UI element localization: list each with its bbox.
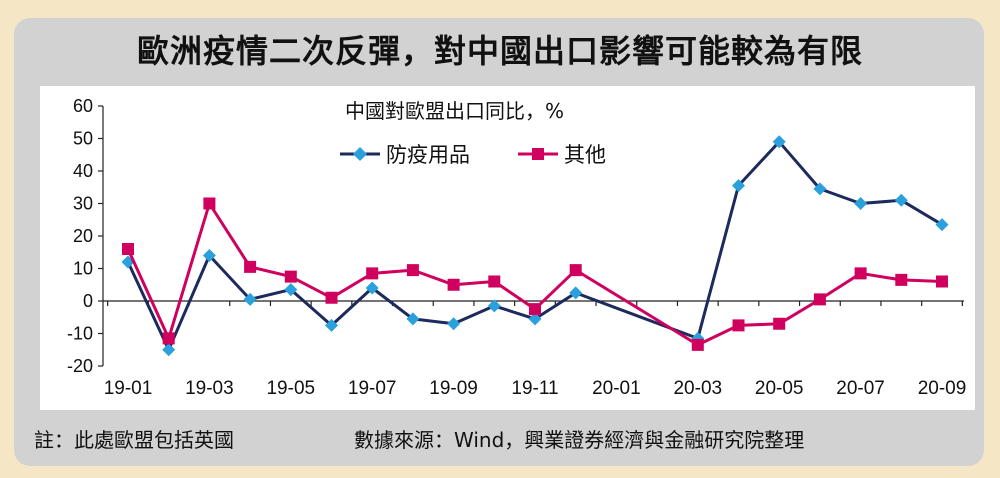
data-point-diamond	[894, 193, 908, 207]
data-point-square	[691, 338, 704, 351]
legend-title: 中國對歐盟出口同比，%	[345, 99, 564, 123]
data-point-diamond	[732, 179, 745, 193]
footer: 註：此處歐盟包括英國 數據來源：Wind，興業證券經濟與金融研究院整理	[0, 424, 1000, 454]
data-point-square	[122, 243, 134, 255]
data-point-square	[895, 273, 908, 286]
data-point-diamond	[772, 135, 786, 149]
data-point-square	[488, 275, 501, 288]
x-tick-label: 20-05	[755, 378, 804, 399]
y-tick-label: 30	[73, 194, 93, 214]
y-tick-label: 50	[73, 129, 93, 149]
plot-area: 60 50 40 30 20 10 0 -10 -20 19-01 19-03 19-05 19-07 1…	[40, 86, 975, 410]
data-point-square	[366, 267, 379, 280]
data-point-diamond	[487, 299, 501, 313]
data-point-square	[203, 197, 216, 210]
data-point-square	[325, 291, 338, 304]
data-point-square	[447, 278, 460, 291]
x-tick-label: 20-03	[673, 378, 722, 399]
data-point-diamond	[406, 312, 420, 326]
legend-label-1: 防疫用品	[386, 143, 470, 167]
x-tick-label: 19-09	[429, 378, 478, 399]
data-point-diamond	[325, 318, 338, 332]
legend-label-2: 其他	[564, 143, 606, 167]
data-point-square	[732, 319, 745, 332]
y-tick-label: 40	[73, 161, 93, 181]
data-point-diamond	[447, 317, 461, 331]
data-point-diamond	[284, 283, 298, 297]
y-tick-label: -10	[67, 324, 93, 344]
data-point-diamond	[569, 286, 583, 300]
y-tick-label: 20	[73, 226, 93, 246]
data-point-square	[284, 270, 297, 283]
data-source: 數據來源：Wind，興業證券經濟與金融研究院整理	[354, 428, 805, 452]
data-point-diamond	[202, 249, 216, 262]
data-point-diamond	[365, 281, 379, 295]
legend-marker-2	[532, 148, 544, 160]
data-point-square	[813, 293, 826, 306]
x-tick-label: 19-03	[185, 378, 234, 399]
data-point-square	[162, 332, 175, 345]
chart-title: 歐洲疫情二次反彈，對中國出口影響可能較為有限	[136, 32, 863, 70]
data-point-diamond	[813, 182, 827, 196]
data-point-square	[529, 303, 541, 316]
data-point-diamond	[243, 292, 257, 306]
y-tick-label: -20	[67, 356, 93, 376]
data-point-diamond	[854, 197, 868, 210]
x-tick-label: 19-11	[511, 378, 558, 399]
line-chart: 60 50 40 30 20 10 0 -10 -20 19-01 19-03 19-05 19-07 1…	[67, 96, 967, 399]
x-tick-label: 20-07	[836, 378, 885, 399]
data-point-square	[773, 317, 786, 330]
x-tick-label: 19-07	[348, 378, 397, 399]
legend-marker-1	[353, 147, 367, 161]
data-point-square	[406, 264, 419, 277]
footnote: 註：此處歐盟包括英國	[34, 428, 234, 452]
data-point-square	[936, 275, 948, 288]
y-tick-label: 0	[83, 291, 93, 311]
x-tick-label: 20-09	[918, 378, 967, 399]
data-point-square	[569, 264, 582, 277]
data-point-square	[854, 267, 867, 280]
data-point-square	[244, 260, 257, 273]
y-tick-label: 60	[73, 96, 93, 116]
data-point-diamond	[528, 312, 542, 326]
data-point-diamond	[935, 218, 949, 232]
x-tick-label: 19-05	[266, 378, 315, 399]
x-tick-label: 20-01	[592, 378, 641, 399]
x-tick-label: 19-01	[104, 378, 153, 399]
data-point-diamond	[162, 343, 176, 357]
y-tick-label: 10	[73, 259, 93, 279]
